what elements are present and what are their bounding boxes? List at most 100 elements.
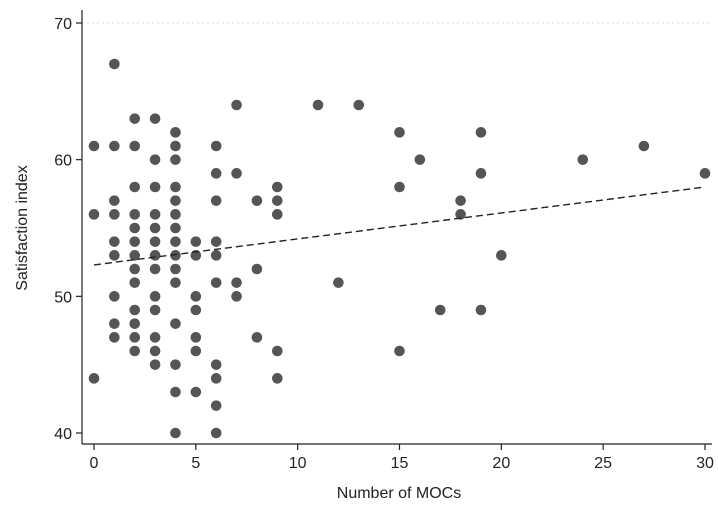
data-point xyxy=(231,277,242,288)
data-point xyxy=(210,373,222,384)
data-point xyxy=(149,250,161,261)
x-tick-label: 5 xyxy=(191,455,200,472)
data-point xyxy=(272,209,283,220)
data-point xyxy=(251,332,263,343)
data-point xyxy=(109,250,120,261)
data-point xyxy=(149,236,161,247)
data-point xyxy=(272,345,283,357)
data-point xyxy=(129,209,141,220)
data-point xyxy=(149,345,161,357)
data-point xyxy=(394,127,405,138)
x-tick-label: 30 xyxy=(696,455,714,472)
data-point xyxy=(149,304,161,316)
data-point xyxy=(109,318,120,329)
data-point xyxy=(109,332,120,343)
data-point xyxy=(699,168,711,179)
y-axis-ticks: 40 50 60 70 xyxy=(54,16,82,443)
data-point xyxy=(170,318,181,329)
data-point xyxy=(638,140,650,152)
x-tick-label: 0 xyxy=(90,455,99,472)
data-point xyxy=(210,250,222,261)
data-point xyxy=(272,181,283,193)
trend-line xyxy=(93,186,706,266)
data-point xyxy=(190,291,202,302)
data-point xyxy=(129,113,141,124)
data-point xyxy=(210,359,222,370)
data-point xyxy=(210,277,222,288)
data-point xyxy=(210,400,222,411)
data-point xyxy=(455,209,466,220)
data-point xyxy=(149,113,161,124)
data-point xyxy=(414,154,426,165)
y-axis-title: Satisfaction index xyxy=(14,165,31,290)
data-point xyxy=(149,209,161,220)
data-point xyxy=(88,373,100,384)
data-point xyxy=(149,359,161,370)
data-point xyxy=(109,58,120,70)
x-axis-ticks: 0 5 10 15 20 25 30 xyxy=(90,444,714,472)
data-point xyxy=(109,140,120,152)
data-point xyxy=(170,222,181,234)
data-point xyxy=(475,304,487,316)
data-point xyxy=(129,140,141,152)
y-tick-label: 50 xyxy=(54,289,72,306)
x-tick-label: 15 xyxy=(391,455,409,472)
data-point xyxy=(129,277,141,288)
data-point xyxy=(170,250,181,261)
data-point xyxy=(455,195,466,206)
data-point xyxy=(170,277,181,288)
data-point xyxy=(272,195,283,206)
data-point xyxy=(210,236,222,247)
data-point xyxy=(129,181,141,193)
data-point xyxy=(210,195,222,206)
data-point xyxy=(129,222,141,234)
data-point xyxy=(170,236,181,247)
data-point xyxy=(333,277,344,288)
data-point xyxy=(129,304,141,316)
y-tick-label: 60 xyxy=(54,153,72,170)
data-point xyxy=(190,386,202,398)
data-point xyxy=(190,332,202,343)
data-point xyxy=(190,345,202,357)
data-point xyxy=(231,291,242,302)
data-point xyxy=(170,195,181,206)
data-point xyxy=(88,209,100,220)
data-point xyxy=(149,154,161,165)
data-point xyxy=(149,263,161,275)
data-point xyxy=(129,318,141,329)
data-point xyxy=(394,345,405,357)
data-point xyxy=(394,181,405,193)
data-points xyxy=(88,58,711,439)
data-point xyxy=(210,168,222,179)
data-point xyxy=(210,427,222,439)
x-axis-title: Number of MOCs xyxy=(337,485,461,502)
data-point xyxy=(129,236,141,247)
data-point xyxy=(129,332,141,343)
data-point xyxy=(149,332,161,343)
x-tick-label: 25 xyxy=(594,455,612,472)
data-point xyxy=(210,140,222,152)
y-tick-label: 40 xyxy=(54,426,72,443)
data-point xyxy=(109,291,120,302)
data-point xyxy=(109,209,120,220)
data-point xyxy=(312,99,324,111)
data-point xyxy=(129,263,141,275)
data-point xyxy=(149,222,161,234)
data-point xyxy=(577,154,589,165)
data-point xyxy=(251,263,263,275)
data-point xyxy=(109,236,120,247)
x-tick-label: 20 xyxy=(492,455,510,472)
data-point xyxy=(109,195,120,206)
data-point xyxy=(475,168,487,179)
data-point xyxy=(353,99,365,111)
data-point xyxy=(88,140,100,152)
data-point xyxy=(231,99,242,111)
data-point xyxy=(475,127,487,138)
data-point xyxy=(170,140,181,152)
data-point xyxy=(170,209,181,220)
data-point xyxy=(190,304,202,316)
data-point xyxy=(231,168,242,179)
data-point xyxy=(149,291,161,302)
data-point xyxy=(170,386,181,398)
